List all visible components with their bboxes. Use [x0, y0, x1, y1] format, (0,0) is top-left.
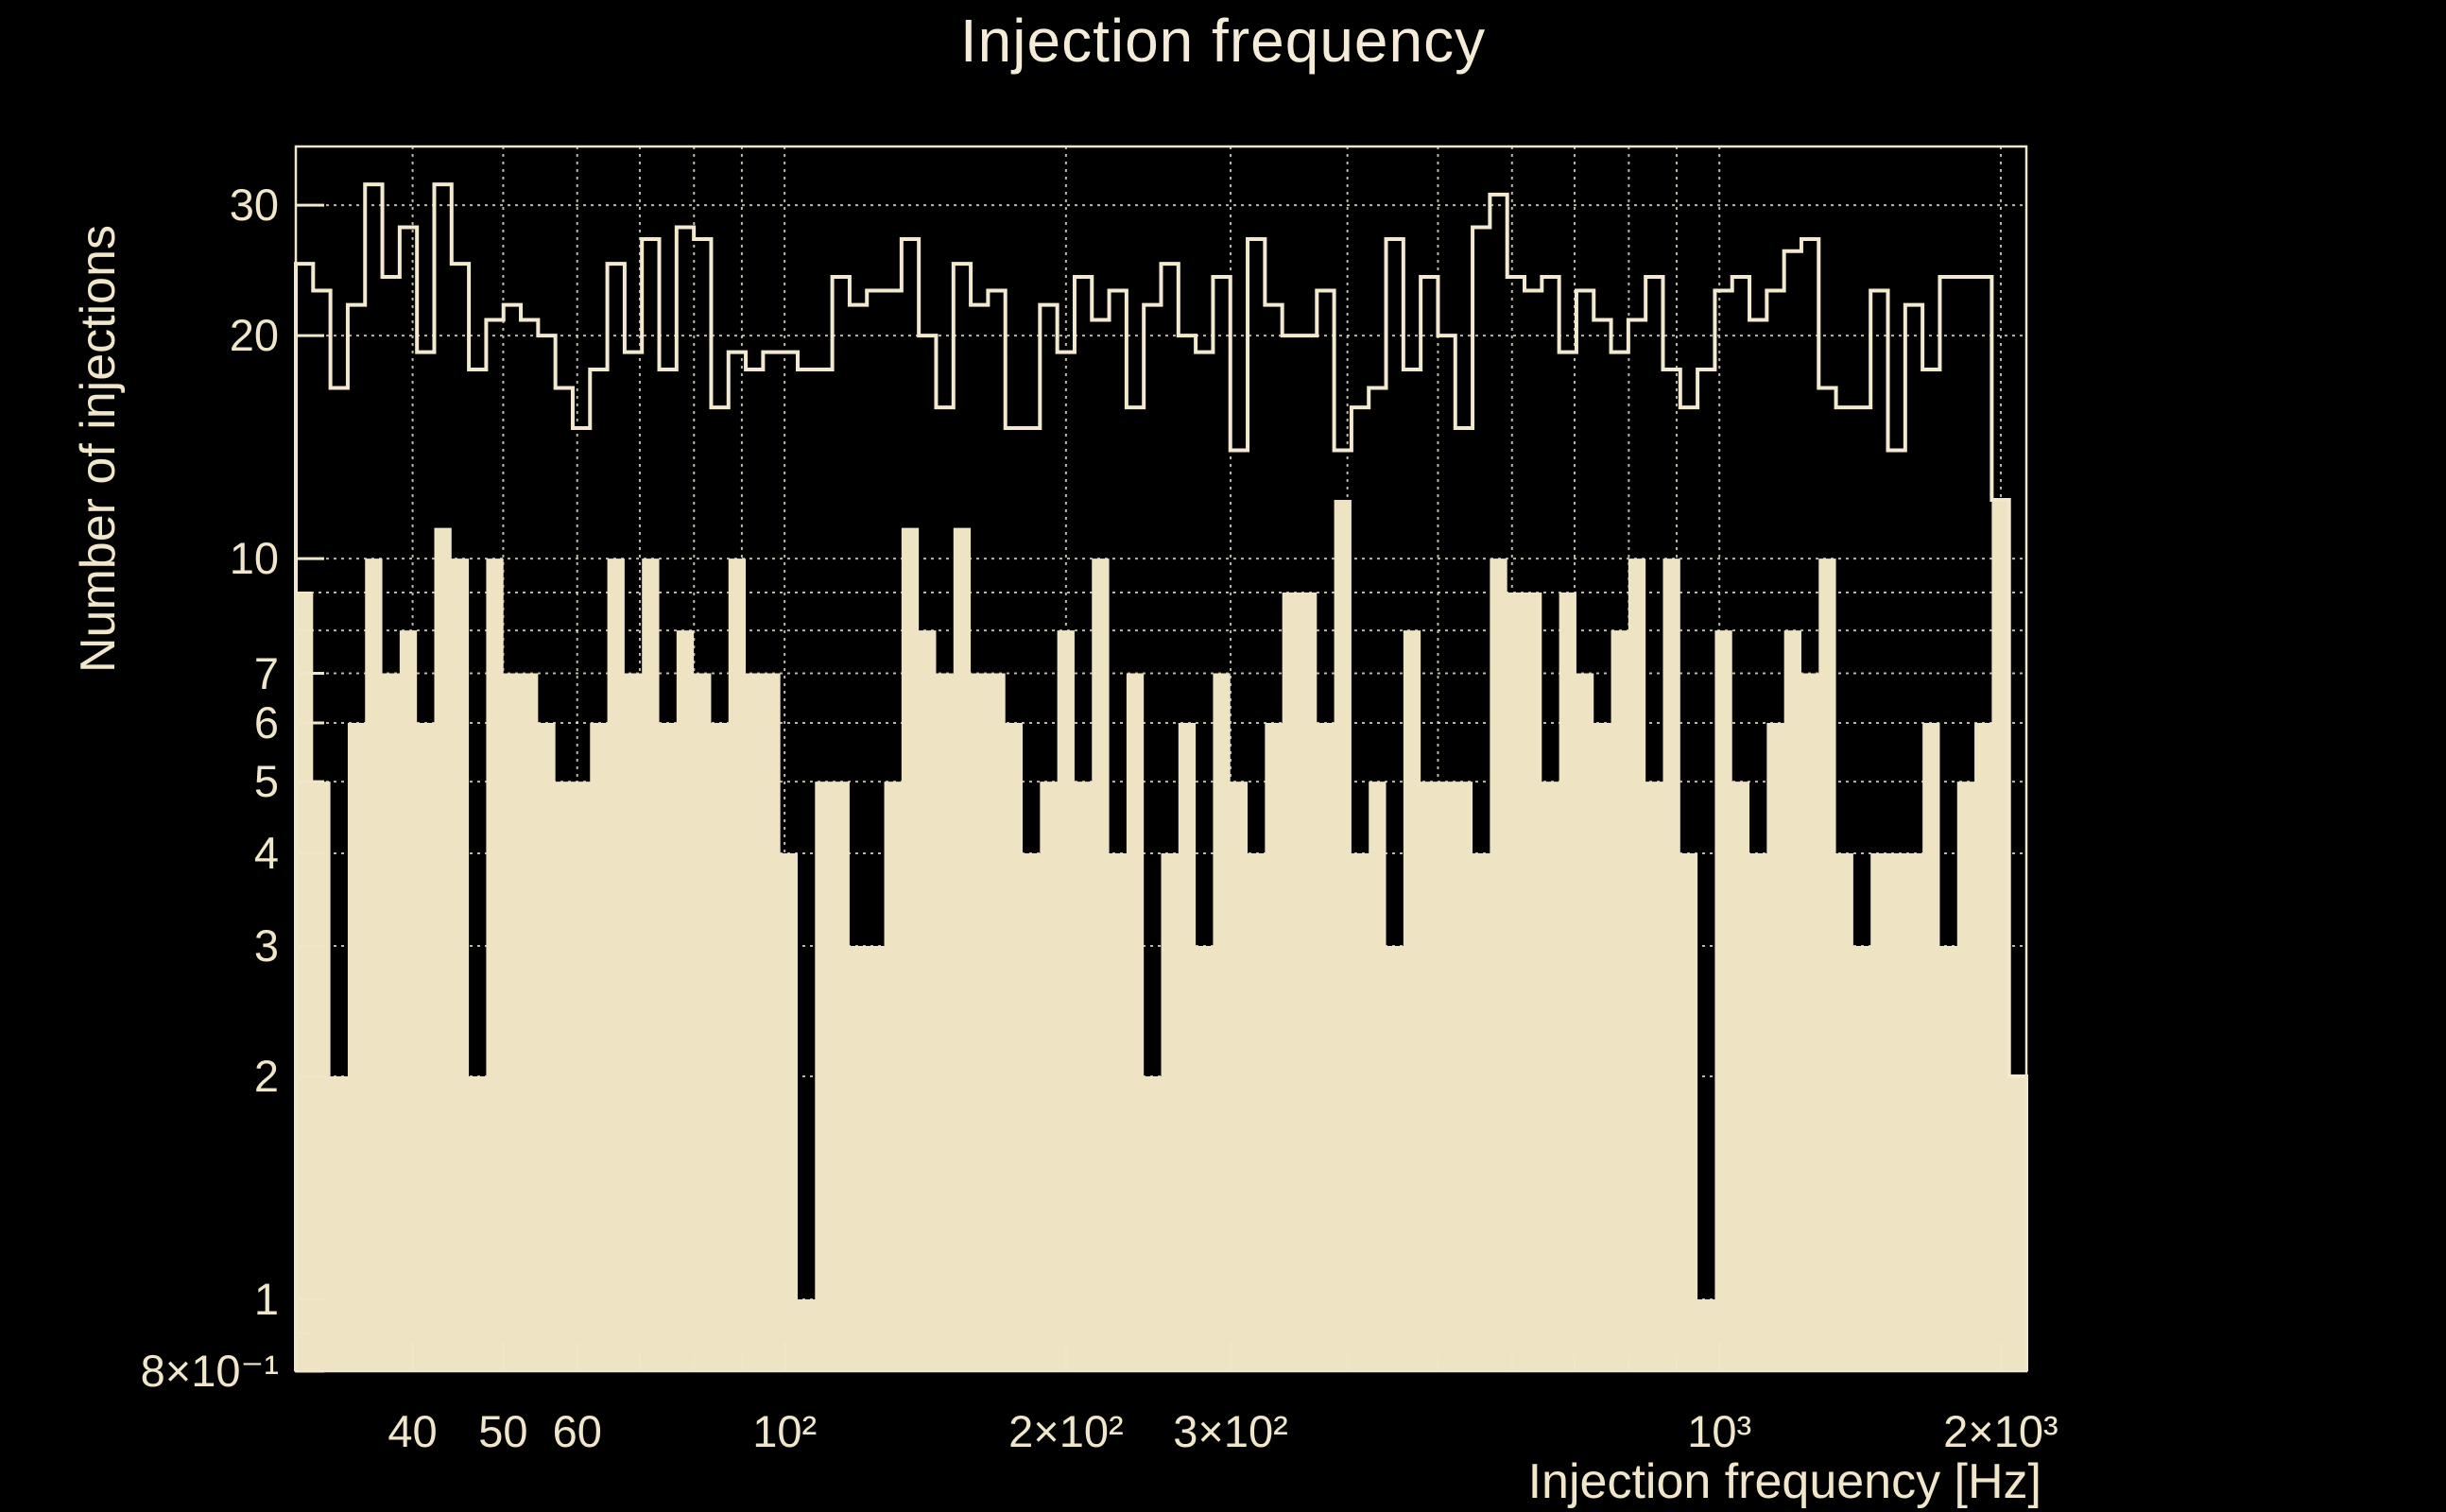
y-tick-label-2: 2: [253, 1051, 279, 1102]
x-tick-label-40: 40: [388, 1406, 438, 1456]
chart-title: Injection frequency: [959, 7, 1487, 75]
x-tick-label-300: 3×10²: [1173, 1406, 1288, 1456]
y-tick-label-6: 6: [253, 697, 279, 747]
y-tick-label-5: 5: [253, 756, 279, 807]
x-axis-title: Injection frequency [Hz]: [1527, 1454, 2041, 1509]
x-tick-label-1000: 10³: [1687, 1406, 1752, 1456]
x-tick-label-200: 2×10²: [1008, 1406, 1124, 1456]
x-tick-label-2000: 2×10³: [1943, 1406, 2058, 1456]
y-tick-label-0.8: 8×10⁻¹: [140, 1346, 279, 1396]
y-tick-label-30: 30: [229, 180, 279, 231]
y-tick-label-20: 20: [229, 310, 279, 361]
y-tick-label-7: 7: [253, 647, 279, 698]
x-tick-label-100: 10²: [752, 1406, 818, 1456]
x-tick-label-60: 60: [552, 1406, 602, 1456]
y-tick-label-10: 10: [229, 533, 279, 584]
x-tick-label-50: 50: [478, 1406, 528, 1456]
outline-histogram-series: [294, 182, 2028, 1371]
plot-frame: [294, 145, 2028, 1373]
y-tick-label-1: 1: [253, 1274, 279, 1325]
y-tick-label-3: 3: [253, 920, 279, 971]
filled-histogram-series: [296, 500, 2026, 1371]
y-tick-label-4: 4: [253, 828, 279, 879]
